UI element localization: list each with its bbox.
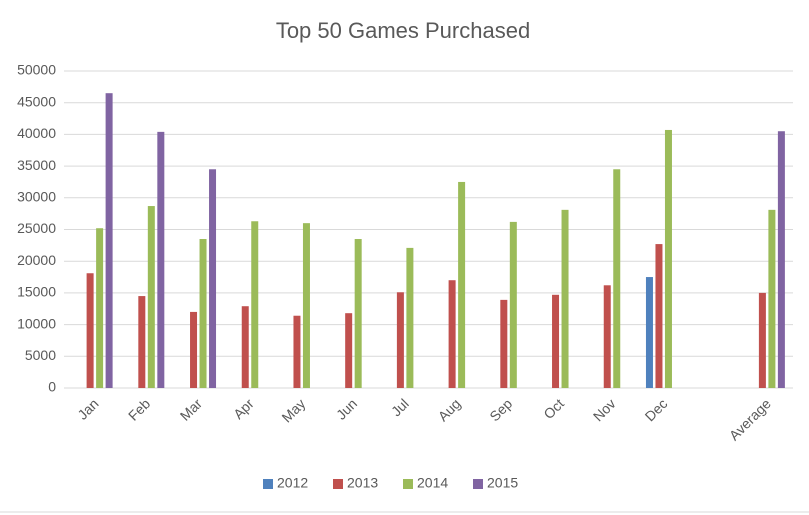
- bar: [209, 169, 217, 388]
- bar: [190, 311, 198, 388]
- bar: [645, 277, 653, 388]
- bar: [500, 299, 508, 388]
- bar: [758, 292, 766, 388]
- bar: [448, 280, 456, 388]
- bar: [561, 209, 569, 388]
- bar: [458, 181, 466, 388]
- bar: [777, 131, 785, 389]
- bar: [509, 221, 517, 388]
- bar: [199, 239, 207, 388]
- y-tick-label: 10000: [17, 315, 56, 331]
- bar: [552, 294, 560, 388]
- y-tick-label: 5000: [25, 347, 56, 363]
- bar: [768, 209, 776, 388]
- bar: [251, 221, 259, 388]
- bar: [354, 239, 362, 388]
- bar: [293, 315, 301, 388]
- y-tick-label: 20000: [17, 252, 56, 268]
- bar: [603, 285, 611, 388]
- legend-swatch: [403, 479, 413, 489]
- legend-label: 2012: [277, 475, 308, 491]
- bar: [406, 247, 414, 388]
- chart-title: Top 50 Games Purchased: [276, 18, 530, 43]
- legend-swatch: [333, 479, 343, 489]
- bar: [86, 273, 94, 388]
- y-tick-label: 35000: [17, 157, 56, 173]
- bar: [157, 131, 165, 388]
- legend-label: 2015: [487, 475, 518, 491]
- legend-label: 2013: [347, 475, 378, 491]
- y-tick-label: 30000: [17, 189, 56, 205]
- legend-label: 2014: [417, 475, 448, 491]
- y-tick-label: 50000: [17, 62, 56, 78]
- bar: [147, 206, 155, 388]
- y-tick-label: 15000: [17, 284, 56, 300]
- y-tick-label: 25000: [17, 220, 56, 236]
- bar: [138, 296, 146, 388]
- bar: [396, 292, 404, 388]
- bar: [241, 306, 249, 388]
- y-tick-label: 45000: [17, 93, 56, 109]
- legend-swatch: [473, 479, 483, 489]
- legend-swatch: [263, 479, 273, 489]
- bar: [96, 228, 104, 388]
- bar: [105, 93, 113, 388]
- bar: [345, 313, 353, 388]
- y-tick-label: 0: [48, 379, 56, 395]
- bar: [613, 169, 621, 388]
- bar: [655, 244, 663, 388]
- y-tick-label: 40000: [17, 125, 56, 141]
- bar: [664, 129, 672, 388]
- bar: [302, 223, 310, 388]
